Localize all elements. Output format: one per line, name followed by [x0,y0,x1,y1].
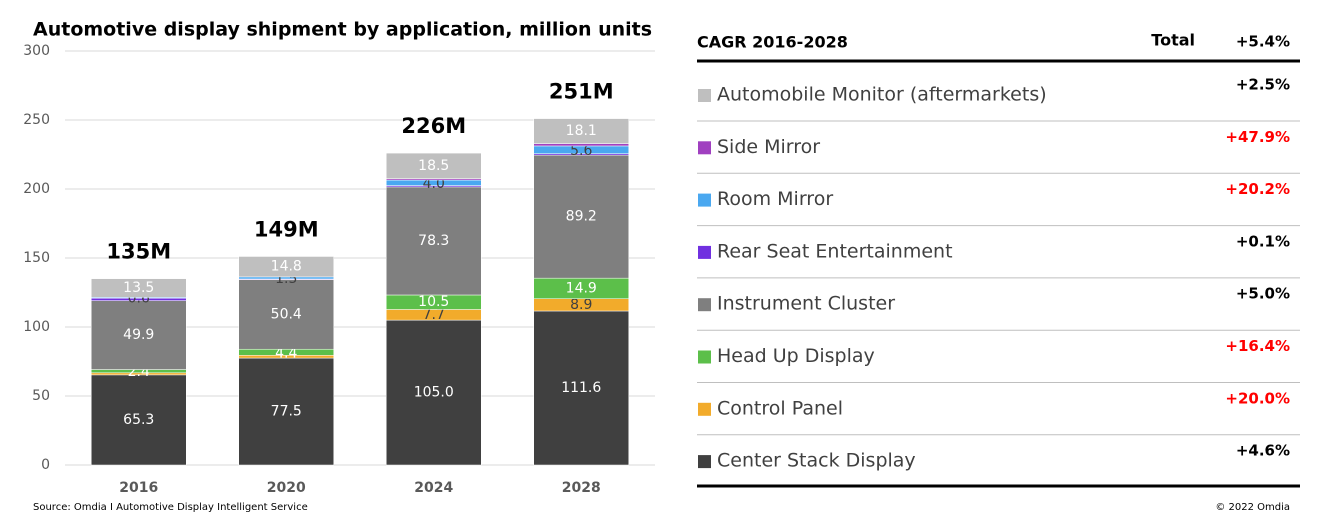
bar-segment [238,256,334,278]
value-label: 7.7 [423,307,445,323]
cagr-title: CAGR 2016-2028 [697,33,848,52]
legend-label: Rear Seat Entertainment [717,240,953,262]
value-label: 18.1 [566,123,597,139]
value-label: 10.5 [418,294,449,310]
cagr-value: +5.0% [1236,285,1290,303]
bar-segment [533,154,629,279]
cagr-value: +0.1% [1236,232,1290,250]
x-tick-label: 2028 [562,480,601,496]
total-label: 251M [549,80,614,104]
cagr-value: +20.0% [1225,389,1290,407]
y-tick-label: 50 [32,388,50,404]
legend-label: Instrument Cluster [717,293,895,315]
y-tick-label: 300 [23,43,50,59]
y-tick-label: 100 [23,319,50,335]
value-label: 18.5 [418,158,449,174]
cagr-total-label: Total [1151,31,1195,50]
legend-label: Automobile Monitor (aftermarkets) [717,84,1047,106]
legend-swatch [698,350,711,364]
y-tick-label: 250 [23,112,50,128]
legend-swatch [698,89,711,102]
bar-segment [533,143,629,147]
cagr-value: +2.5% [1236,76,1290,94]
bar-segment [386,319,482,466]
y-tick-label: 0 [41,457,50,473]
y-tick-label: 150 [23,250,50,266]
legend-swatch [698,455,711,469]
legend-swatch [698,193,711,207]
value-label: 78.3 [418,233,449,249]
bar-segment [238,357,334,466]
value-label: 5.6 [570,143,592,159]
x-tick-label: 2016 [119,480,158,496]
legend-label: Center Stack Display [717,450,916,472]
y-tick-label: 200 [23,181,50,197]
cagr-value: +47.9% [1225,128,1290,146]
legend-swatch [698,141,711,155]
value-label: 50.4 [271,306,302,322]
legend-label: Side Mirror [717,136,820,158]
total-label: 149M [254,217,319,241]
bar-segment [91,300,187,370]
value-label: 77.5 [271,404,302,420]
value-label: 89.2 [566,209,597,225]
legend-label: Control Panel [717,397,843,419]
legend-swatch [698,298,711,312]
bar-segment [386,152,482,179]
legend-swatch [698,402,711,416]
x-tick-label: 2020 [267,480,306,496]
total-label: 226M [401,114,466,138]
copyright: © 2022 Omdia [1215,502,1290,513]
bar-segment [533,310,629,466]
legend-swatch [698,245,711,259]
cagr-value: +20.2% [1225,180,1290,198]
chart-title: Automotive display shipment by applicati… [33,19,652,41]
value-label: 14.9 [566,280,597,296]
value-label: 65.3 [123,412,154,428]
bar-segment [386,186,482,296]
bar-segment [91,374,187,466]
legend-label: Head Up Display [717,345,875,367]
cagr-value: +4.6% [1236,442,1290,460]
value-label: 13.5 [123,280,154,296]
value-label: 8.9 [570,297,592,313]
bar-segment [238,279,334,350]
total-label: 135M [106,240,171,264]
source: Source: Omdia I Automotive Display Intel… [33,502,308,513]
cagr-value: +16.4% [1225,337,1290,355]
value-label: 111.6 [561,380,601,396]
bar-segment [91,278,187,298]
legend-label: Room Mirror [717,188,833,210]
value-label: 105.0 [414,385,454,401]
value-label: 49.9 [123,327,154,343]
cagr-total: +5.4% [1236,33,1290,51]
bar-segment [533,118,629,144]
value-label: 14.8 [271,259,302,275]
x-tick-label: 2024 [414,480,453,496]
